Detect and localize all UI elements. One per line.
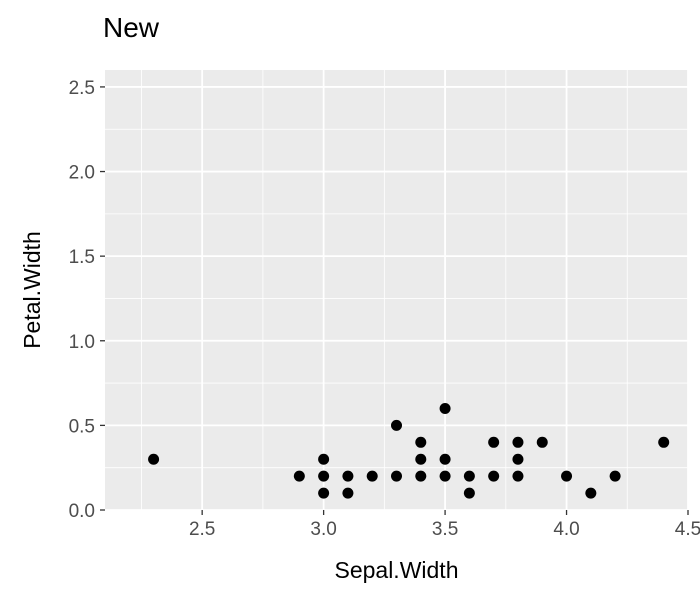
y-tick-label: 2.5 [69, 78, 95, 99]
data-point [318, 453, 330, 465]
x-tick-label: 2.5 [189, 519, 215, 540]
data-point [439, 470, 451, 482]
data-point [318, 487, 330, 499]
data-point [561, 470, 573, 482]
x-tick-label: 4.0 [553, 519, 579, 540]
y-tick-label: 0.0 [69, 501, 95, 522]
data-point [463, 487, 475, 499]
x-axis-title: Sepal.Width [334, 557, 458, 583]
plot-panel [105, 70, 688, 510]
data-point [512, 436, 524, 448]
chart-title: New [103, 12, 160, 43]
data-point [415, 453, 427, 465]
x-tick-label: 3.5 [432, 519, 458, 540]
data-point [342, 487, 354, 499]
data-point [488, 470, 500, 482]
axis-ticks: 2.5 3.0 3.5 4.0 4.5 0.0 0.5 1.0 1.5 2.0 2.5 [69, 78, 700, 540]
data-point [148, 453, 160, 465]
data-point [293, 470, 305, 482]
data-point [391, 470, 402, 482]
y-tick-label: 2.0 [69, 163, 95, 184]
data-point [463, 470, 475, 482]
data-point [585, 487, 597, 499]
y-tick-label: 0.5 [69, 416, 95, 437]
y-tick-label: 1.5 [69, 247, 95, 268]
data-point [536, 436, 548, 448]
data-point [439, 402, 451, 414]
data-point [415, 436, 427, 448]
data-point [318, 470, 330, 482]
data-point [439, 453, 451, 465]
data-points [148, 402, 670, 499]
data-point [609, 470, 621, 482]
data-point [391, 419, 402, 431]
data-point [415, 470, 427, 482]
data-point [342, 470, 354, 482]
x-tick-label: 4.5 [675, 519, 700, 540]
y-axis-title: Petal.Width [19, 231, 45, 349]
y-tick-label: 1.0 [69, 332, 95, 353]
data-point [658, 436, 670, 448]
data-point [512, 470, 524, 482]
data-point [366, 470, 378, 482]
x-tick-label: 3.0 [310, 519, 336, 540]
data-point [488, 436, 500, 448]
data-point [512, 453, 524, 465]
grid-lines [105, 70, 689, 511]
